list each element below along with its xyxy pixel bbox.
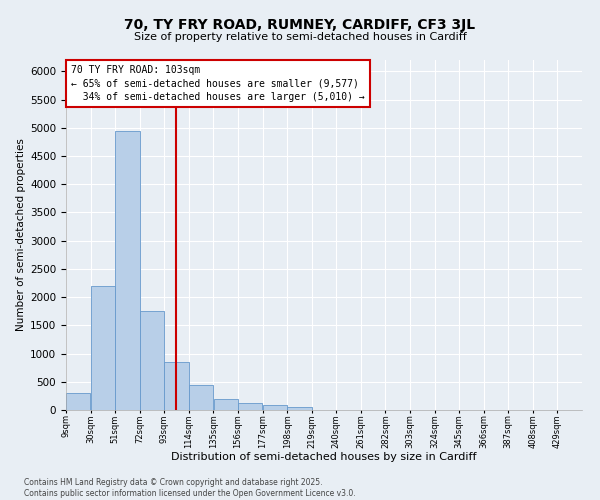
- Bar: [287, 407, 311, 410]
- Bar: [238, 402, 262, 410]
- Bar: [115, 130, 140, 410]
- Bar: [164, 362, 188, 410]
- Y-axis label: Number of semi-detached properties: Number of semi-detached properties: [16, 138, 26, 332]
- X-axis label: Distribution of semi-detached houses by size in Cardiff: Distribution of semi-detached houses by …: [171, 452, 477, 462]
- Bar: [214, 398, 238, 410]
- Text: Size of property relative to semi-detached houses in Cardiff: Size of property relative to semi-detach…: [134, 32, 466, 42]
- Text: 70 TY FRY ROAD: 103sqm
← 65% of semi-detached houses are smaller (9,577)
  34% o: 70 TY FRY ROAD: 103sqm ← 65% of semi-det…: [71, 66, 365, 102]
- Bar: [66, 393, 91, 410]
- Bar: [263, 406, 287, 410]
- Text: Contains HM Land Registry data © Crown copyright and database right 2025.
Contai: Contains HM Land Registry data © Crown c…: [24, 478, 356, 498]
- Bar: [91, 286, 115, 410]
- Text: 70, TY FRY ROAD, RUMNEY, CARDIFF, CF3 3JL: 70, TY FRY ROAD, RUMNEY, CARDIFF, CF3 3J…: [124, 18, 476, 32]
- Bar: [189, 384, 213, 410]
- Bar: [140, 311, 164, 410]
